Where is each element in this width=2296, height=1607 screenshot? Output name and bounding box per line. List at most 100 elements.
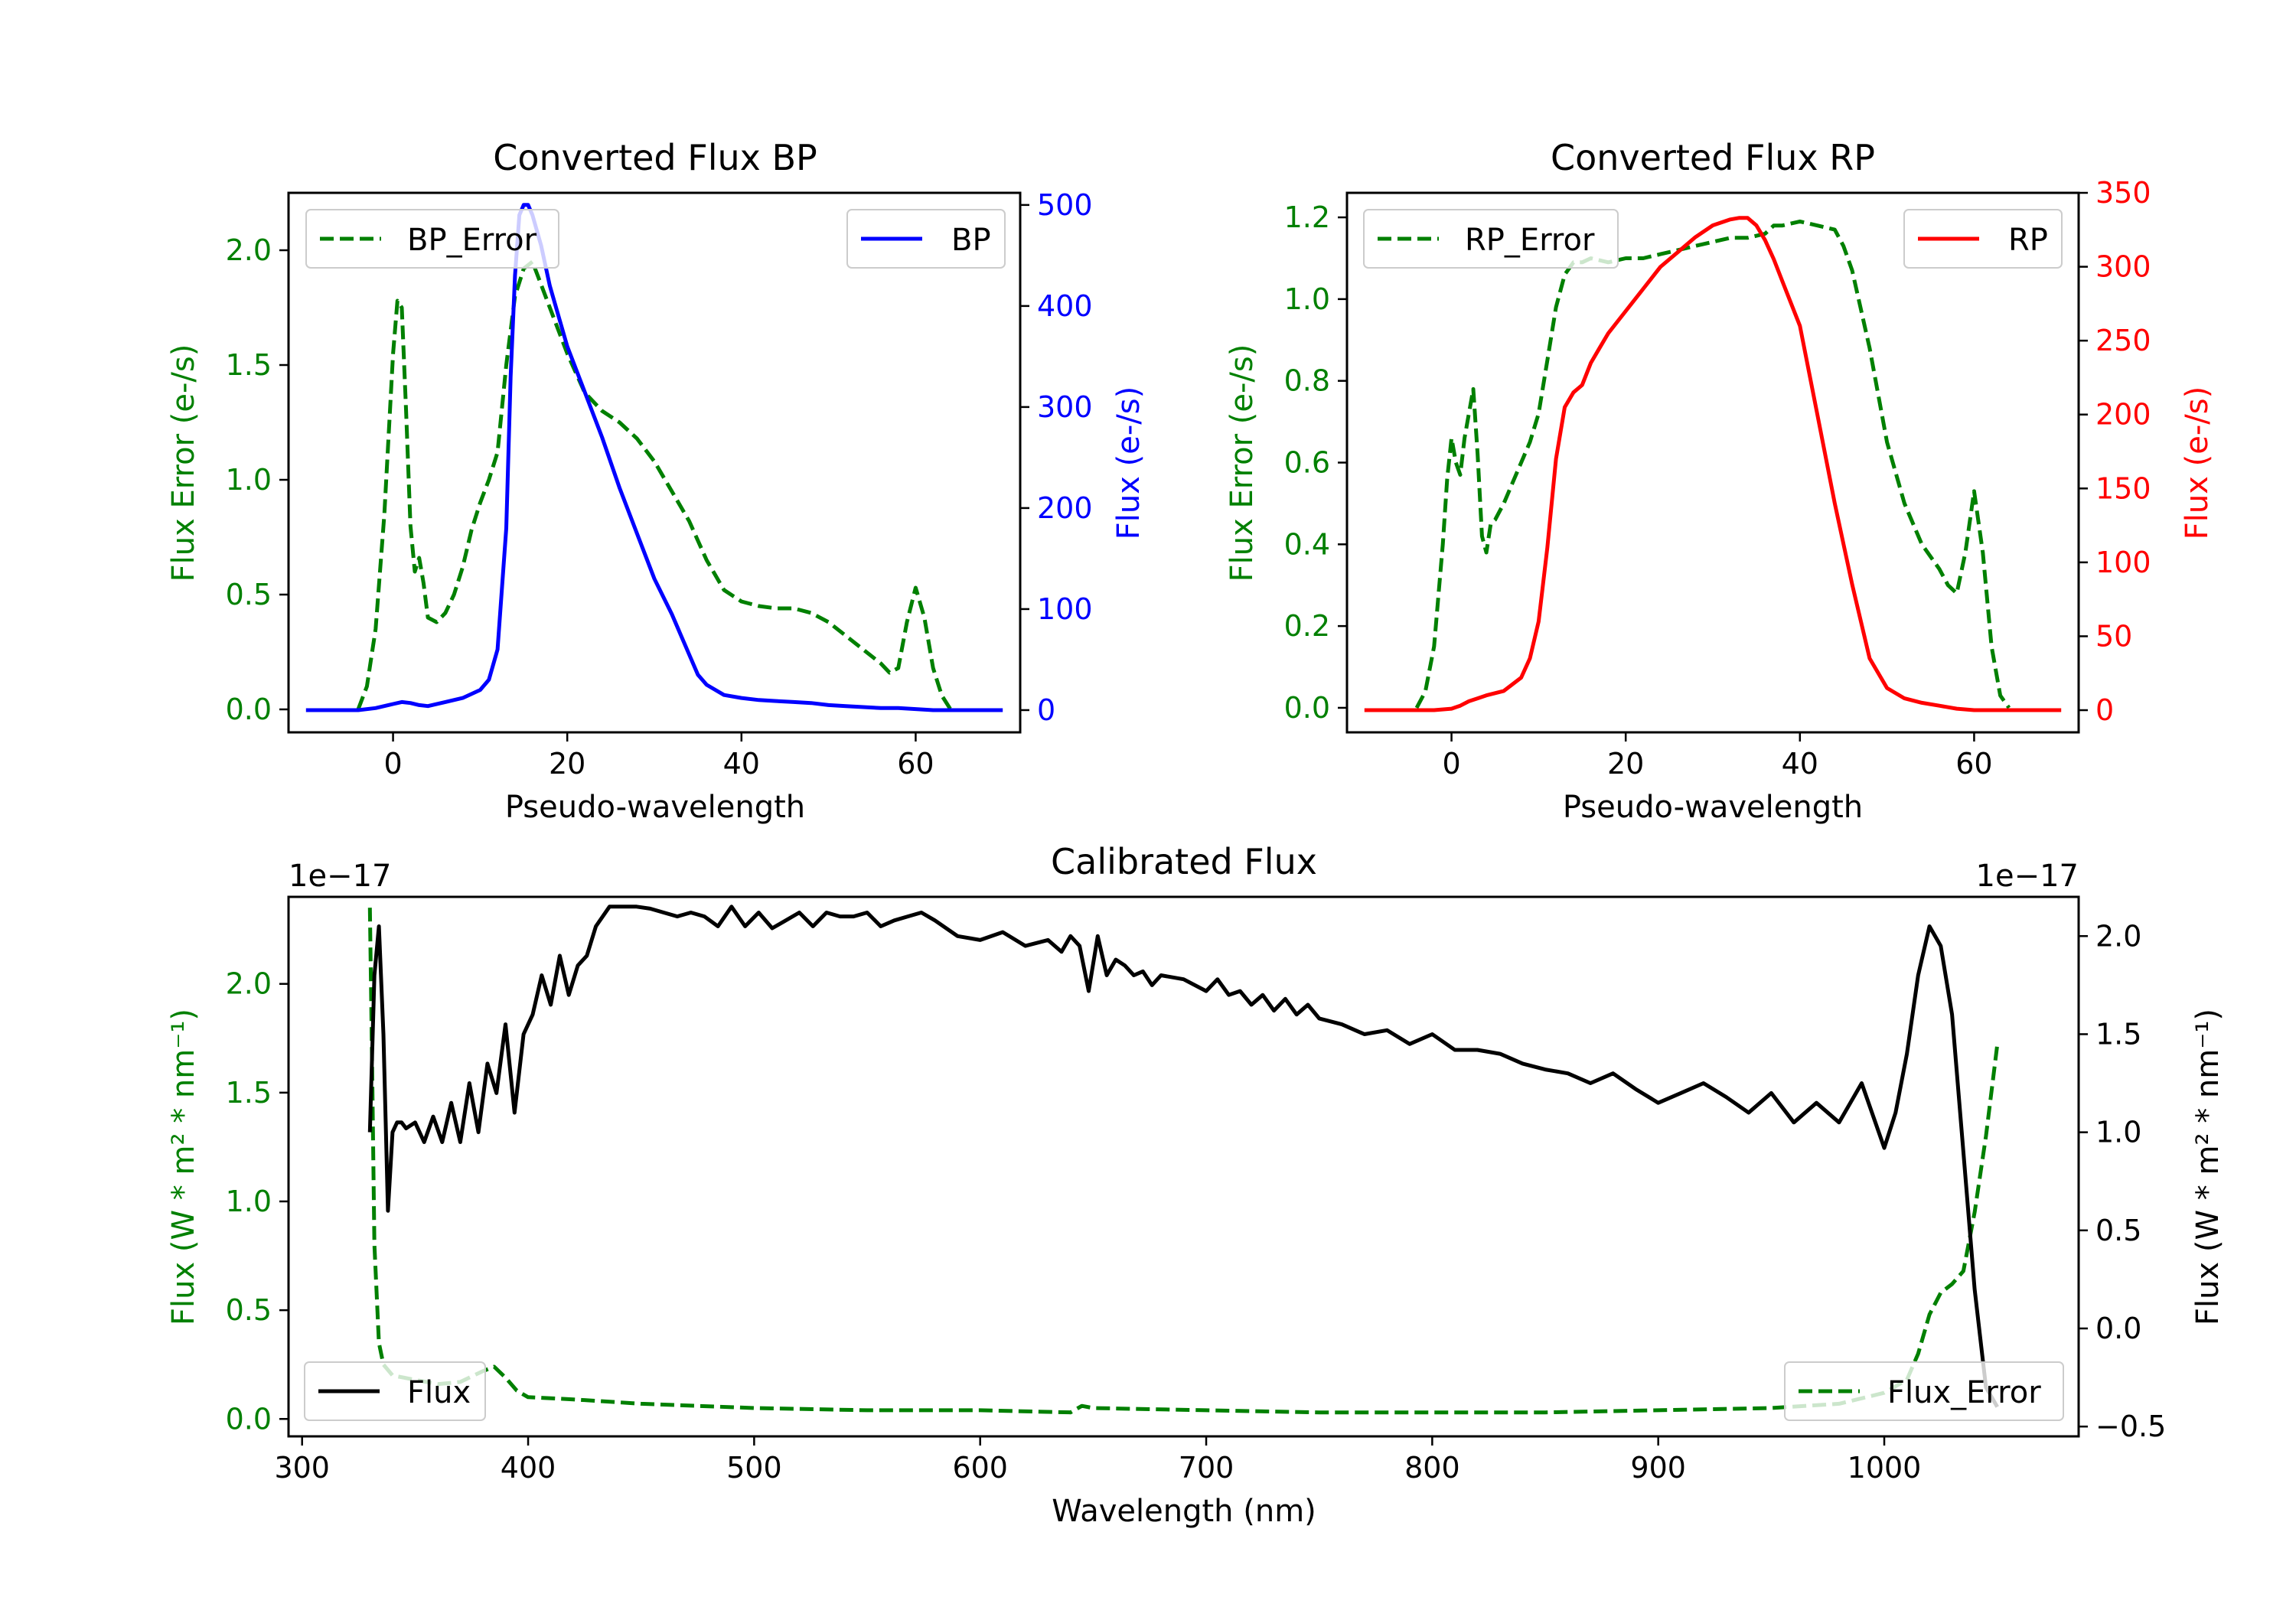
cal-x-tick-label: 500	[726, 1451, 782, 1485]
bp-right-ticks: 0 100 200 300 400 500	[1020, 188, 1093, 727]
cal-title: Calibrated Flux	[1051, 841, 1317, 882]
cal-right-tick-label: 0.0	[2095, 1312, 2141, 1345]
rp-left-ticks: 0.0 0.2 0.4 0.6 0.8 1.0 1.2	[1284, 200, 1347, 725]
cal-series-flux	[367, 905, 1999, 1408]
cal-left-tick-label: 1.5	[226, 1076, 272, 1110]
rp-legend-left: RP_Error	[1363, 209, 1619, 269]
rp-right-tick-label: 150	[2095, 471, 2151, 505]
cal-left-tick-label: 0.0	[226, 1402, 272, 1436]
bp-left-axis-label: Flux Error (e-/s)	[166, 344, 201, 582]
rp-legend-right-box	[1903, 209, 2063, 269]
rp-right-ticks: 0 50 100 150 200 250 300 350	[2079, 176, 2151, 727]
cal-legend-right: Flux_Error	[1784, 1361, 2064, 1421]
rp-right-tick-label: 0	[2095, 693, 2114, 727]
rp-right-tick-label: 250	[2095, 324, 2151, 357]
cal-x-tick-label: 800	[1404, 1451, 1460, 1485]
rp-series-rp-error	[1414, 219, 2011, 709]
rp-x-label: Pseudo-wavelength	[1563, 790, 1863, 825]
rp-right-tick-label: 200	[2095, 398, 2151, 432]
bp-right-tick-label: 200	[1037, 491, 1093, 525]
cal-x-tick-label: 300	[274, 1451, 330, 1485]
rp-left-tick-label: 1.2	[1284, 200, 1330, 234]
bp-legend-left-box	[305, 209, 559, 269]
bp-x-tick-label: 20	[549, 747, 585, 781]
cal-right-offset-text: 1e−17	[1976, 859, 2079, 894]
cal-x-tick-label: 900	[1630, 1451, 1686, 1485]
rp-legend-left-label: RP_Error	[1465, 223, 1595, 258]
rp-x-tick-label: 20	[1607, 747, 1644, 781]
bp-x-label: Pseudo-wavelength	[505, 790, 805, 825]
rp-x-tick-label: 60	[1955, 747, 1992, 781]
cal-left-ticks: 0.0 0.5 1.0 1.5 2.0	[226, 967, 289, 1436]
bp-series-bp	[305, 203, 1003, 712]
bp-series-layer	[305, 203, 1003, 712]
bp-right-tick-label: 0	[1037, 693, 1055, 727]
cal-legend-right-label: Flux_Error	[1887, 1375, 2041, 1410]
bp-x-tick-label: 40	[723, 747, 760, 781]
bp-title: Converted Flux BP	[493, 137, 817, 178]
bp-x-tick-label: 60	[897, 747, 934, 781]
bp-right-axis-label: Flux (e-/s)	[1111, 386, 1146, 539]
rp-x-tick-label: 0	[1442, 747, 1460, 781]
cal-x-label: Wavelength (nm)	[1052, 1494, 1316, 1529]
cal-x-tick-label: 400	[501, 1451, 556, 1485]
calibrated-chart: Calibrated Flux 1e−17 1e−17 300 400 500 600…	[166, 841, 2226, 1529]
rp-left-tick-label: 1.0	[1284, 282, 1330, 316]
cal-right-tick-label: 1.0	[2095, 1116, 2141, 1149]
rp-right-tick-label: 100	[2095, 546, 2151, 579]
cal-left-tick-label: 2.0	[226, 967, 272, 1001]
cal-right-tick-label: 2.0	[2095, 919, 2141, 953]
bp-right-tick-label: 100	[1037, 592, 1093, 626]
rp-left-tick-label: 0.0	[1284, 691, 1330, 725]
rp-series-rp	[1364, 216, 2062, 712]
cal-axes-frame	[287, 895, 2080, 1438]
bp-legend-right-label: BP	[951, 223, 991, 258]
bp-left-ticks: 0.0 0.5 1.0 1.5 2.0	[226, 233, 289, 726]
rp-left-tick-label: 0.2	[1284, 609, 1330, 643]
cal-right-axis-label: Flux (W * m² * nm⁻¹)	[2190, 1009, 2226, 1325]
bp-series-bp-error	[356, 259, 953, 711]
bp-legend-right: BP	[846, 209, 1006, 269]
cal-x-tick-label: 1000	[1848, 1451, 1922, 1485]
cal-left-tick-label: 1.0	[226, 1185, 272, 1218]
cal-right-ticks: −0.5 0.0 0.5 1.0 1.5 2.0	[2079, 919, 2166, 1443]
rp-left-axis-label: Flux Error (e-/s)	[1225, 344, 1260, 582]
rp-x-ticks: 0 20 40 60	[1442, 732, 1993, 781]
cal-x-tick-label: 600	[952, 1451, 1008, 1485]
rp-right-tick-label: 50	[2095, 619, 2132, 653]
bp-right-tick-label: 400	[1037, 289, 1093, 323]
cal-right-tick-label: 0.5	[2095, 1214, 2141, 1247]
bp-x-ticks: 0 20 40 60	[383, 732, 934, 781]
cal-left-offset-text: 1e−17	[289, 859, 391, 894]
cal-right-tick-label: −0.5	[2095, 1410, 2166, 1443]
rp-series-layer	[1364, 216, 2062, 712]
cal-legend-right-box	[1784, 1361, 2064, 1421]
bp-legend-right-box	[846, 209, 1006, 269]
bp-legend-left-label: BP_Error	[407, 223, 537, 258]
bp-left-tick-label: 0.0	[226, 693, 272, 726]
bp-axes-frame	[287, 191, 1022, 734]
rp-left-tick-label: 0.8	[1284, 364, 1330, 398]
bp-right-tick-label: 500	[1037, 188, 1093, 222]
rp-right-axis-label: Flux (e-/s)	[2180, 386, 2215, 539]
rp-right-tick-label: 350	[2095, 176, 2151, 210]
cal-legend-left-box	[304, 1361, 486, 1421]
bp-left-tick-label: 1.0	[226, 463, 272, 497]
rp-chart: Converted Flux RP 0 20 40 60 0.00.20.40.60.…	[1225, 137, 2215, 825]
bp-left-tick-label: 2.0	[226, 233, 272, 267]
bp-right-tick-label: 300	[1037, 390, 1093, 424]
rp-title: Converted Flux RP	[1551, 137, 1875, 178]
bp-chart: Converted Flux BP 0 20 40 60 0.0 0.5 1.0 1.5 2.…	[166, 137, 1146, 825]
bp-left-tick-label: 1.5	[226, 348, 272, 382]
bp-x-tick-label: 0	[383, 747, 402, 781]
rp-legend-right-label: RP	[2008, 223, 2048, 258]
bp-left-tick-label: 0.5	[226, 578, 272, 611]
rp-legend-left-box	[1363, 209, 1619, 269]
rp-x-tick-label: 40	[1782, 747, 1818, 781]
cal-legend-left-label: Flux	[407, 1375, 471, 1410]
cal-legend-left: Flux	[304, 1361, 486, 1421]
rp-left-tick-label: 0.6	[1284, 446, 1330, 480]
cal-left-axis-label: Flux (W * m² * nm⁻¹)	[166, 1009, 201, 1325]
cal-x-ticks: 300 400 500 600 700 800 900 1000	[274, 1436, 1921, 1485]
